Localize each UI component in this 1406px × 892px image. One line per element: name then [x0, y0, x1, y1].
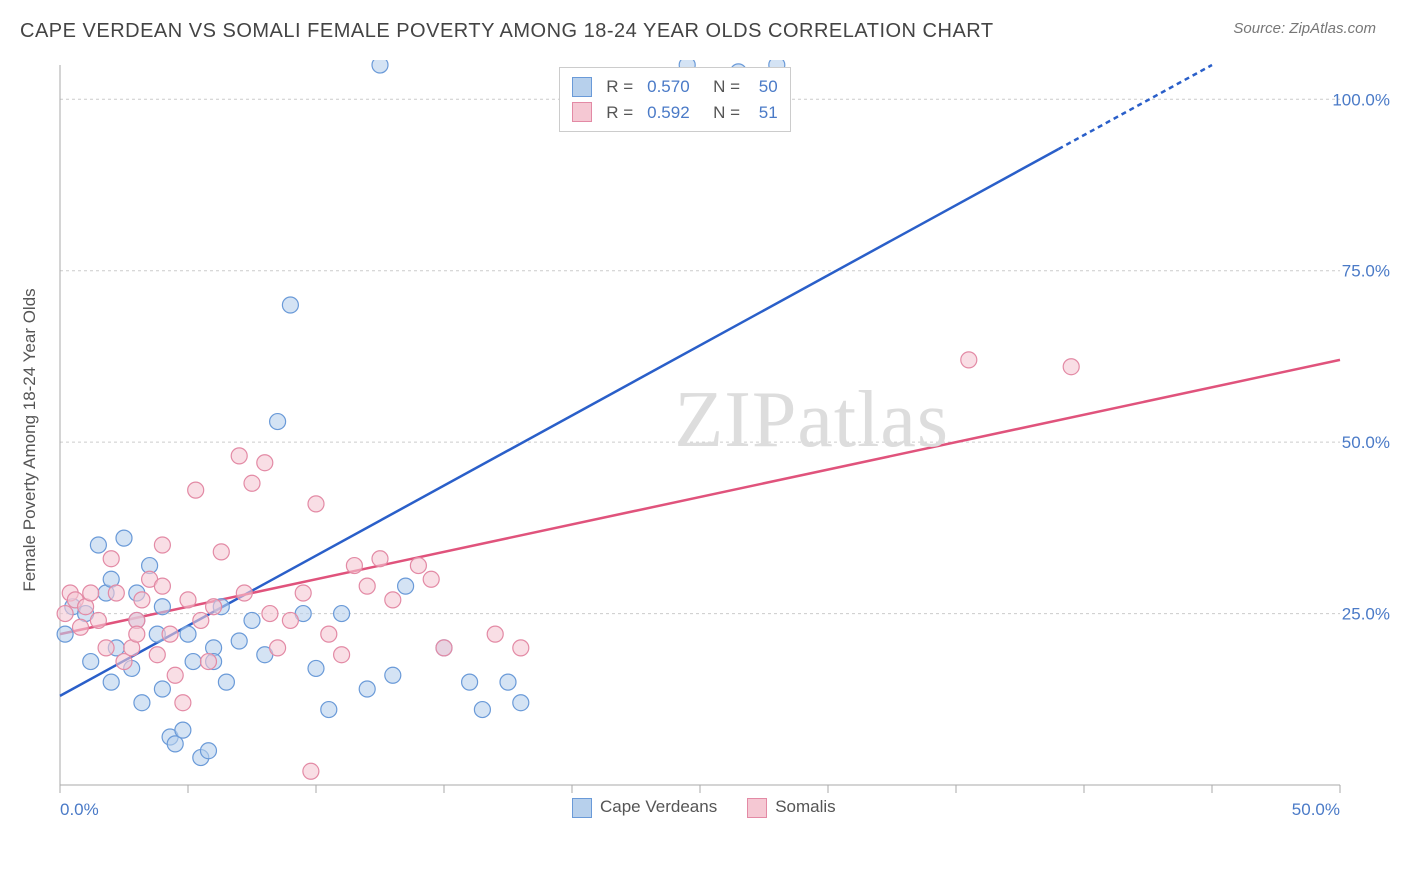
series-swatch	[572, 102, 592, 122]
svg-text:50.0%: 50.0%	[1292, 800, 1340, 819]
chart-area: Female Poverty Among 18-24 Year Olds 25.…	[50, 60, 1370, 820]
n-value: 50	[754, 74, 778, 100]
series-legend: Cape Verdeans Somalis	[572, 797, 836, 818]
correlation-row: R = 0.570 N = 50	[572, 74, 778, 100]
r-label: R =	[606, 100, 633, 126]
svg-text:50.0%: 50.0%	[1342, 433, 1390, 452]
legend-swatch	[572, 798, 592, 818]
chart-header: CAPE VERDEAN VS SOMALI FEMALE POVERTY AM…	[0, 0, 1406, 53]
svg-text:75.0%: 75.0%	[1342, 262, 1390, 281]
legend-swatch	[747, 798, 767, 818]
scatter-plot: 25.0% 50.0% 75.0% 100.0% 0.0% 50.0%	[50, 60, 1390, 850]
r-value: 0.592	[647, 100, 690, 126]
svg-text:100.0%: 100.0%	[1332, 90, 1390, 109]
n-label: N =	[704, 74, 740, 100]
series-swatch	[572, 77, 592, 97]
chart-title: CAPE VERDEAN VS SOMALI FEMALE POVERTY AM…	[20, 20, 994, 43]
n-label: N =	[704, 100, 740, 126]
legend-label: Cape Verdeans	[600, 797, 717, 816]
legend-item: Somalis	[747, 797, 835, 818]
legend-item: Cape Verdeans	[572, 797, 717, 818]
correlation-row: R = 0.592 N = 51	[572, 100, 778, 126]
chart-source: Source: ZipAtlas.com	[1233, 20, 1376, 37]
legend-label: Somalis	[775, 797, 835, 816]
svg-text:25.0%: 25.0%	[1342, 605, 1390, 624]
y-axis-label: Female Poverty Among 18-24 Year Olds	[20, 288, 40, 591]
svg-text:0.0%: 0.0%	[60, 800, 99, 819]
r-label: R =	[606, 74, 633, 100]
n-value: 51	[754, 100, 778, 126]
correlation-legend: R = 0.570 N = 50 R = 0.592 N = 51	[559, 67, 791, 132]
r-value: 0.570	[647, 74, 690, 100]
